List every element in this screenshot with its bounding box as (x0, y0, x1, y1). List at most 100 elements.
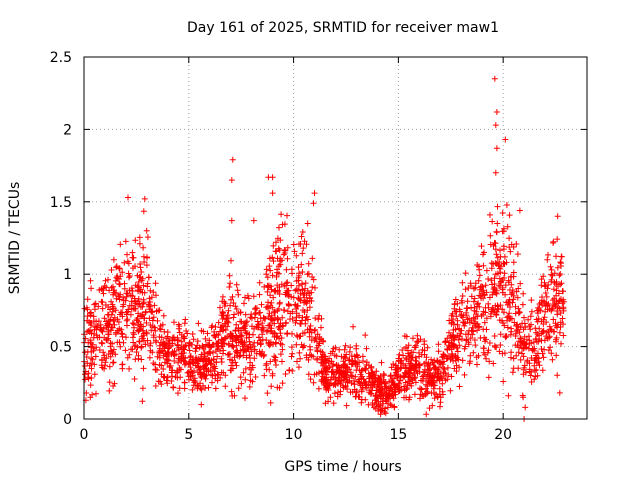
data-point (407, 366, 414, 373)
data-point (556, 329, 563, 336)
data-point (85, 370, 92, 377)
data-point (135, 327, 142, 334)
data-point (316, 340, 323, 347)
data-point (311, 337, 318, 344)
data-point (141, 195, 148, 202)
data-point (412, 374, 419, 381)
data-point (213, 331, 220, 338)
data-point (466, 327, 472, 334)
data-point (288, 344, 295, 351)
data-point (201, 373, 208, 380)
data-point (138, 356, 145, 363)
data-point (293, 252, 300, 259)
data-point (544, 256, 551, 263)
data-point (512, 330, 519, 337)
data-point (160, 352, 167, 359)
data-point (481, 291, 488, 298)
data-point (549, 356, 556, 363)
data-point (467, 352, 474, 359)
data-point (296, 270, 302, 277)
data-point (482, 351, 488, 358)
data-point (373, 368, 380, 375)
data-point (348, 353, 355, 359)
data-point (132, 356, 139, 363)
data-point (542, 308, 549, 315)
data-point (424, 344, 431, 351)
data-point (139, 385, 146, 392)
data-point (430, 362, 437, 368)
data-point (493, 251, 500, 258)
data-point (520, 394, 527, 401)
data-point (462, 270, 469, 277)
data-point (117, 309, 124, 316)
data-point (167, 362, 174, 369)
data-point (133, 316, 140, 323)
data-point (320, 369, 326, 376)
data-point (110, 256, 117, 263)
data-point (401, 372, 408, 379)
data-point (381, 372, 388, 379)
data-point (439, 388, 446, 395)
data-point (424, 371, 431, 378)
data-point (286, 302, 292, 308)
data-point (342, 362, 349, 369)
data-point (95, 303, 102, 310)
data-point (91, 323, 98, 330)
data-point (214, 353, 221, 360)
data-point (215, 342, 222, 349)
data-point (274, 307, 281, 314)
data-point (209, 322, 216, 329)
data-point (497, 283, 504, 289)
data-point (519, 320, 526, 327)
data-point (267, 358, 274, 365)
data-point (215, 319, 222, 326)
data-point (265, 305, 272, 312)
data-point (508, 349, 515, 356)
data-point (178, 338, 185, 345)
data-point (363, 385, 370, 392)
y-tick-label: 1 (63, 267, 72, 283)
data-point (542, 290, 549, 296)
data-point (547, 263, 554, 270)
data-point (539, 367, 546, 374)
data-point (369, 400, 376, 406)
data-point (233, 306, 240, 312)
data-point (497, 253, 504, 260)
data-point (300, 307, 306, 314)
data-point (178, 344, 185, 351)
data-point (474, 361, 480, 368)
data-point (556, 272, 563, 279)
data-point (435, 341, 442, 348)
data-point (81, 363, 88, 369)
data-point (168, 367, 175, 374)
data-point (428, 390, 435, 397)
data-point (233, 321, 240, 328)
data-point (160, 366, 167, 372)
data-point (233, 362, 240, 369)
data-point (534, 331, 541, 338)
data-point (313, 344, 320, 351)
data-point (557, 281, 564, 288)
data-point (514, 326, 521, 333)
data-point (234, 287, 241, 294)
data-point (475, 277, 482, 284)
data-point (185, 370, 192, 376)
data-point (463, 305, 470, 312)
data-point (459, 357, 466, 364)
data-point (230, 314, 237, 321)
data-point (536, 336, 543, 342)
data-point (270, 242, 277, 249)
data-point (247, 377, 254, 384)
data-point (263, 362, 270, 369)
data-point (512, 310, 519, 317)
data-point (94, 323, 101, 329)
data-point (128, 285, 135, 292)
data-point (485, 347, 492, 354)
data-point (171, 348, 178, 354)
data-point (514, 251, 521, 258)
data-point (491, 239, 498, 246)
data-point (293, 306, 300, 312)
data-point (452, 352, 459, 359)
data-point (198, 351, 205, 358)
data-point (247, 371, 254, 378)
